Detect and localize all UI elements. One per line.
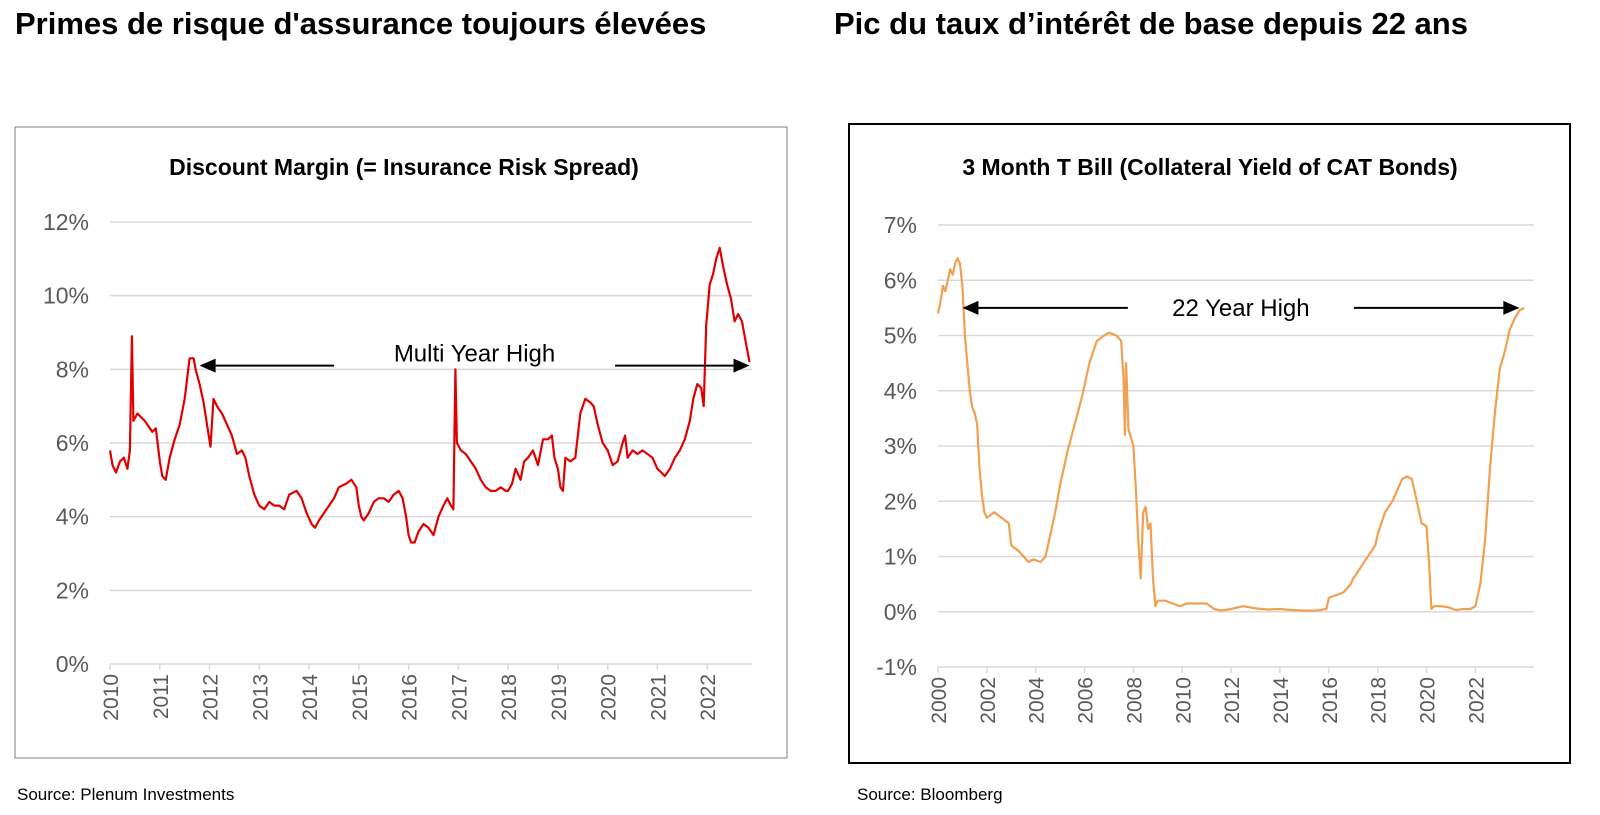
x-tick-label: 2015 xyxy=(349,674,372,721)
x-tick-label: 2016 xyxy=(1319,677,1342,724)
discount-margin-chart: Discount Margin (= Insurance Risk Spread… xyxy=(14,126,788,759)
arrow-head-right xyxy=(1503,300,1520,315)
y-tick-label: 0% xyxy=(884,599,917,625)
y-tick-label: 10% xyxy=(43,283,89,309)
x-tick-label: 2000 xyxy=(928,677,951,724)
tbill-chart: 3 Month T Bill (Collateral Yield of CAT … xyxy=(848,123,1571,764)
x-tick-label: 2020 xyxy=(1417,677,1440,724)
y-tick-label: 4% xyxy=(884,378,917,404)
x-tick-label: 2010 xyxy=(100,674,123,721)
source-left: Source: Plenum Investments xyxy=(17,785,235,804)
y-tick-label: 2% xyxy=(56,577,89,603)
x-tick-label: 2022 xyxy=(1465,677,1488,724)
x-tick-label: 2022 xyxy=(697,674,720,721)
x-tick-label: 2006 xyxy=(1075,677,1098,724)
chart-title: Discount Margin (= Insurance Risk Spread… xyxy=(169,154,639,180)
arrow-head-left xyxy=(199,358,216,373)
x-tick-label: 2018 xyxy=(498,674,521,721)
y-tick-label: 4% xyxy=(56,504,89,530)
annotation-arrow xyxy=(199,358,750,373)
x-tick-label: 2016 xyxy=(399,674,422,721)
chart-title: 3 Month T Bill (Collateral Yield of CAT … xyxy=(962,154,1457,180)
source-right: Source: Bloomberg xyxy=(857,785,1003,804)
x-tick-label: 2013 xyxy=(249,674,272,721)
y-tick-label: 5% xyxy=(884,323,917,349)
y-tick-label: 6% xyxy=(884,267,917,293)
x-tick-label: 2018 xyxy=(1368,677,1391,724)
y-tick-label: 8% xyxy=(56,356,89,382)
y-tick-label: 6% xyxy=(56,430,89,456)
x-tick-label: 2002 xyxy=(977,677,1000,724)
y-tick-label: 3% xyxy=(884,433,917,459)
arrow-head-left xyxy=(962,300,979,315)
series-line xyxy=(936,257,1525,612)
chart-frame xyxy=(848,123,1571,764)
annotation-label: Multi Year High xyxy=(394,341,555,368)
x-tick-label: 2014 xyxy=(1270,677,1293,724)
y-tick-label: 12% xyxy=(43,209,89,235)
y-tick-label: 1% xyxy=(884,544,917,570)
x-tick-label: 2021 xyxy=(647,674,670,721)
arrow-head-right xyxy=(733,358,750,373)
y-tick-label: 2% xyxy=(884,488,917,514)
headline-left: Primes de risque d'assurance toujours él… xyxy=(15,6,707,41)
x-tick-label: 2004 xyxy=(1026,677,1049,724)
x-tick-label: 2020 xyxy=(598,674,621,721)
y-tick-label: -1% xyxy=(876,654,917,680)
y-tick-label: 0% xyxy=(56,651,89,677)
x-tick-label: 2017 xyxy=(448,674,471,721)
x-tick-label: 2012 xyxy=(1221,677,1244,724)
annotation-label: 22 Year High xyxy=(1172,295,1309,322)
x-tick-label: 2019 xyxy=(548,674,571,721)
x-tick-label: 2010 xyxy=(1172,677,1195,724)
annotation-arrow xyxy=(962,300,1520,315)
x-tick-label: 2012 xyxy=(200,674,223,721)
x-tick-label: 2011 xyxy=(150,674,173,719)
y-tick-label: 7% xyxy=(884,212,917,238)
headline-right: Pic du taux d’intérêt de base depuis 22 … xyxy=(834,6,1468,41)
chart-frame xyxy=(14,126,788,759)
x-tick-label: 2014 xyxy=(299,674,322,721)
series-line xyxy=(108,246,751,544)
x-tick-label: 2008 xyxy=(1123,677,1146,724)
